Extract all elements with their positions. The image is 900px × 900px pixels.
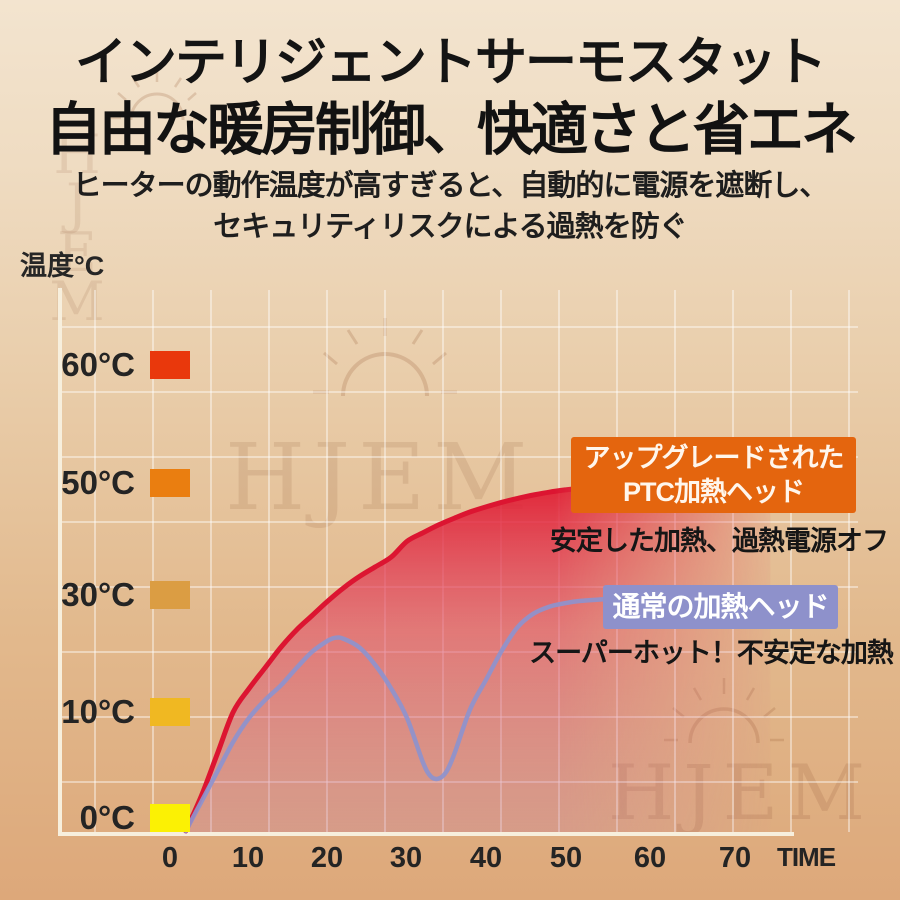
- x-tick-label: 70: [718, 842, 752, 874]
- x-tick-label: 50: [549, 842, 583, 874]
- sun-icon: [313, 318, 457, 397]
- description-line2: セキュリティリスクによる過熱を防ぐ: [213, 211, 687, 243]
- y-tick-label: 30°C: [61, 576, 135, 613]
- temperature-swatch: [150, 351, 190, 379]
- y-axis-label-row: 0°C: [0, 799, 190, 836]
- description-line1: ヒーターの動作温度が高すぎると、自動的に電源を遮断し、: [72, 170, 829, 202]
- normal-caption: スーパーホット！不安定な加熱: [529, 638, 894, 668]
- temperature-swatch: [150, 469, 190, 497]
- y-axis-label-row: 10°C: [0, 693, 190, 730]
- ptc-heating-area: [185, 483, 771, 832]
- temperature-swatch: [150, 581, 190, 609]
- x-tick-label: 40: [469, 842, 503, 874]
- x-tick-label: 30: [389, 842, 423, 874]
- ptc-label-line2: PTC加熱ヘッド: [623, 477, 805, 507]
- y-axis-title: 温度°C: [20, 251, 105, 281]
- normal-heating-curve: [183, 596, 607, 834]
- page-title-line2: 自由な暖房制御、快適さと省エネ: [45, 98, 858, 162]
- x-tick-label: 0: [161, 842, 179, 874]
- ptc-caption: 安定した加熱、過熱電源オフ: [550, 526, 889, 556]
- chart-axes: [58, 288, 794, 836]
- y-axis-label-row: 60°C: [0, 346, 190, 383]
- ptc-label-line1: アップグレードされた: [583, 443, 845, 473]
- x-tick-label: 60: [633, 842, 667, 874]
- normal-heating-label-box: 通常の加熱ヘッド: [603, 585, 838, 629]
- x-axis-title: TIME: [776, 842, 836, 872]
- watermark-letter: E: [57, 221, 97, 284]
- temperature-swatch: [150, 804, 190, 832]
- y-tick-label: 50°C: [61, 464, 135, 501]
- y-tick-label: 10°C: [61, 693, 135, 730]
- ptc-heating-label-box: アップグレードされた PTC加熱ヘッド: [571, 437, 856, 513]
- page-title-line1: インテリジェントサーモスタット: [74, 34, 827, 92]
- watermark-letter: H: [53, 123, 101, 186]
- y-axis-label-row: 30°C: [0, 576, 190, 613]
- temperature-swatch: [150, 698, 190, 726]
- x-tick-label: 10: [231, 842, 265, 874]
- watermark-letter: J: [66, 172, 88, 235]
- sun-icon: [111, 70, 203, 121]
- x-tick-label: 20: [310, 842, 344, 874]
- y-axis-label-row: 50°C: [0, 464, 190, 501]
- y-tick-label: 0°C: [79, 799, 135, 836]
- y-tick-label: 60°C: [61, 346, 135, 383]
